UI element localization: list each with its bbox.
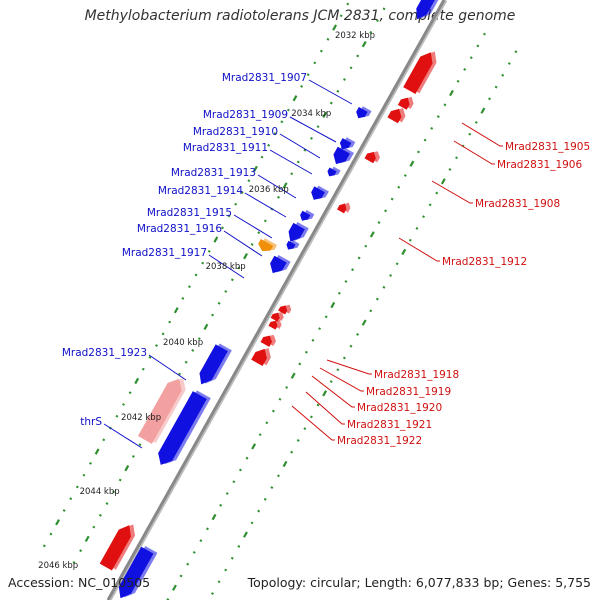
- gene-forward: [300, 209, 315, 221]
- gene-reverse: [337, 202, 351, 214]
- backbone-line: [106, 0, 446, 600]
- reverse-gene-label: Mrad2831_1905: [505, 141, 590, 153]
- gene-forward: [333, 145, 354, 165]
- gene-forward: [288, 222, 309, 242]
- gene-forward: [118, 545, 158, 599]
- tick-marks: [42, 2, 518, 600]
- forward-gene-label: Mrad2831_1917: [122, 247, 207, 259]
- topology-text: Topology: circular; Length: 6,077,833 bp…: [247, 575, 591, 590]
- gene-forward: [199, 343, 232, 385]
- forward-gene-label: Mrad2831_1913: [171, 167, 256, 179]
- gene-reverse: [99, 524, 135, 571]
- gene-forward: [356, 106, 372, 119]
- gene-orange: [258, 238, 278, 252]
- gene-reverse: [268, 319, 282, 330]
- kbp-label: 2040 kbp: [163, 338, 203, 348]
- gene-reverse: [364, 151, 380, 164]
- gene-reverse: [270, 311, 284, 322]
- gene-forward: [311, 185, 329, 200]
- forward-gene-label: Mrad2831_1923: [62, 347, 147, 359]
- accession-text: Accession: NC_010505: [8, 575, 151, 590]
- forward-gene-label: thrS: [80, 416, 102, 428]
- gene-forward: [158, 390, 211, 465]
- forward-gene-label: Mrad2831_1916: [137, 223, 222, 235]
- forward-gene-label: Mrad2831_1911: [183, 142, 268, 154]
- kbp-markers: 2032 kbp 2034 kbp 2036 kbp 2038 kbp 2040 kbp…: [38, 31, 375, 571]
- gene-reverse: [387, 108, 406, 124]
- map-title: Methylobacterium radiotolerans JCM 2831,…: [84, 8, 516, 24]
- gene-reverse: [397, 96, 414, 110]
- kbp-label: 2036 kbp: [249, 185, 289, 195]
- kbp-label: 2034 kbp: [291, 109, 331, 119]
- kbp-label: 2042 kbp: [121, 413, 161, 423]
- reverse-gene-label: Mrad2831_1920: [357, 402, 442, 414]
- reverse-gene-label: Mrad2831_1922: [337, 435, 422, 447]
- forward-gene-label: Mrad2831_1914: [158, 185, 243, 197]
- gene-forward: [339, 137, 356, 150]
- reverse-gene-label: Mrad2831_1919: [366, 386, 451, 398]
- gene-forward: [270, 254, 291, 274]
- gene-reverse: [251, 348, 271, 366]
- reverse-gene-label: Mrad2831_1906: [497, 159, 582, 171]
- gene-reverse: [278, 304, 292, 315]
- label-leaders: [103, 79, 503, 449]
- kbp-label: 2038 kbp: [206, 262, 246, 272]
- genome-backbone: [106, 0, 448, 600]
- reverse-gene-label: Mrad2831_1908: [475, 198, 560, 210]
- reverse-gene-label: Mrad2831_1918: [374, 369, 459, 381]
- gene-forward: [416, 0, 439, 20]
- gene-highlight: [137, 378, 186, 444]
- reverse-gene-label: Mrad2831_1912: [442, 256, 527, 268]
- forward-gene-label: Mrad2831_1915: [147, 207, 232, 219]
- gene-features: [99, 0, 439, 599]
- gene-reverse: [260, 334, 276, 347]
- gene-forward: [327, 166, 341, 177]
- gene-labels: Mrad2831_1907 Mrad2831_1909 Mrad2831_1910 M…: [62, 72, 590, 447]
- forward-gene-label: Mrad2831_1909: [203, 109, 288, 121]
- kbp-label: 2032 kbp: [335, 31, 375, 41]
- gene-forward: [286, 239, 300, 250]
- kbp-label: 2046 kbp: [38, 561, 78, 571]
- gene-reverse: [403, 51, 437, 95]
- forward-gene-label: Mrad2831_1907: [222, 72, 307, 84]
- forward-gene-label: Mrad2831_1910: [193, 126, 278, 138]
- reverse-gene-label: Mrad2831_1921: [347, 419, 432, 431]
- kbp-label: 2044 kbp: [80, 487, 120, 497]
